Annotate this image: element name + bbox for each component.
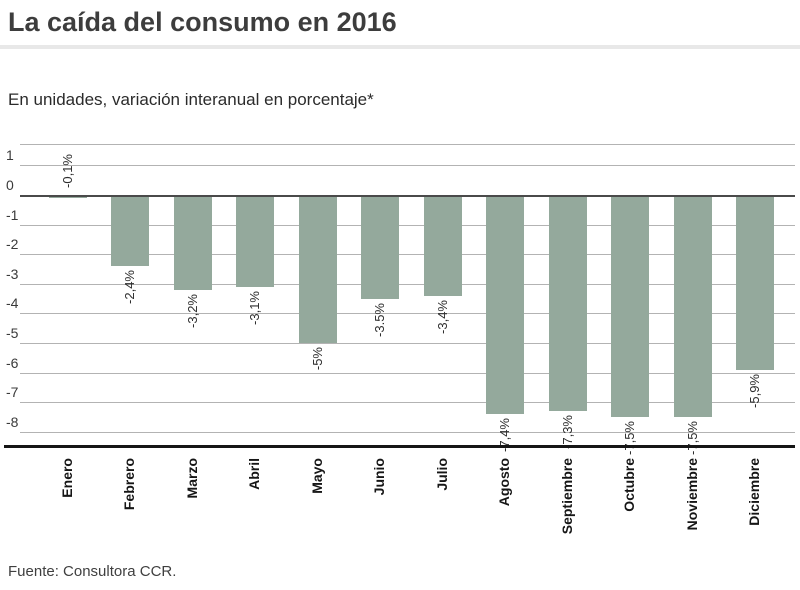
bar-julio <box>424 195 462 297</box>
bar-noviembre <box>674 195 712 418</box>
y-axis-tick-label: -7 <box>6 384 19 401</box>
value-label: -3,1% <box>247 291 262 326</box>
value-label: -3,2% <box>185 294 200 329</box>
y-axis-tick-label: -6 <box>6 355 19 372</box>
value-label: -5% <box>310 347 325 371</box>
value-label: -7,3% <box>560 415 575 450</box>
gridline <box>20 165 795 167</box>
y-axis-tick-label: 0 <box>6 177 14 194</box>
x-axis-label-octubre: Octubre <box>621 458 637 513</box>
x-axis-label-diciembre: Diciembre <box>746 458 762 527</box>
y-axis-tick-label: -4 <box>6 295 19 312</box>
x-axis-label-noviembre: Noviembre <box>684 458 700 531</box>
y-axis-tick-label: -8 <box>6 414 19 431</box>
x-axis-label-marzo: Marzo <box>184 458 200 499</box>
y-axis-tick-label: -5 <box>6 325 19 342</box>
bar-chart: -0,1% -2,4% -3,2% -3,1% -5% -3.5% -3,4% -7,4% -7… <box>0 144 800 455</box>
value-label: -0,1% <box>60 154 75 189</box>
gridline <box>20 402 795 404</box>
x-axis-label-agosto: Agosto <box>496 458 512 507</box>
value-label: -2,4% <box>122 270 137 305</box>
gridline <box>20 313 795 315</box>
bar-octubre <box>611 195 649 418</box>
y-axis-tick-label: -2 <box>6 236 19 253</box>
gridline <box>20 373 795 375</box>
bar-abril <box>236 195 274 288</box>
chart-title: La caída del consumo en 2016 <box>8 7 397 37</box>
source-note: Fuente: Consultora CCR. <box>8 563 177 580</box>
y-axis-tick-label: -1 <box>6 207 19 224</box>
value-label: -7,5% <box>622 421 637 456</box>
gridline <box>20 284 795 286</box>
y-axis-tick-label: 1 <box>6 147 14 164</box>
x-axis-label-septiembre: Septiembre <box>559 458 575 535</box>
x-axis-label-junio: Junio <box>371 458 387 496</box>
value-label: -3.5% <box>372 303 387 338</box>
x-axis-label-julio: Julio <box>434 458 450 492</box>
bar-agosto <box>486 195 524 415</box>
x-axis-label-mayo: Mayo <box>309 458 325 495</box>
bar-mayo <box>299 195 337 344</box>
bar-febrero <box>111 195 149 267</box>
value-label: -7,5% <box>685 421 700 456</box>
bar-diciembre <box>736 195 774 371</box>
x-axis-label-abril: Abril <box>246 458 262 491</box>
x-axis-label-enero: Enero <box>59 458 75 499</box>
x-axis-line <box>4 445 795 449</box>
y-axis-tick-label: -3 <box>6 266 19 283</box>
gridline <box>20 254 795 256</box>
gridline <box>20 343 795 345</box>
value-label: -5,9% <box>747 374 762 409</box>
title-divider <box>0 45 800 50</box>
value-label: -3,4% <box>435 300 450 335</box>
zero-gridline <box>20 195 795 198</box>
chart-subtitle: En unidades, variación interanual en por… <box>8 90 374 110</box>
gridline <box>20 432 795 434</box>
bar-septiembre <box>549 195 587 412</box>
bar-junio <box>361 195 399 300</box>
x-axis-label-febrero: Febrero <box>121 458 137 511</box>
plot-area: -0,1% -2,4% -3,2% -3,1% -5% -3.5% -3,4% -7,4% -7… <box>20 144 795 455</box>
x-axis-labels: Enero Febrero Marzo Abril Mayo Junio Julio Agos… <box>0 452 800 557</box>
bar-marzo <box>174 195 212 291</box>
gridline <box>20 225 795 227</box>
plot-top-border <box>20 144 795 146</box>
